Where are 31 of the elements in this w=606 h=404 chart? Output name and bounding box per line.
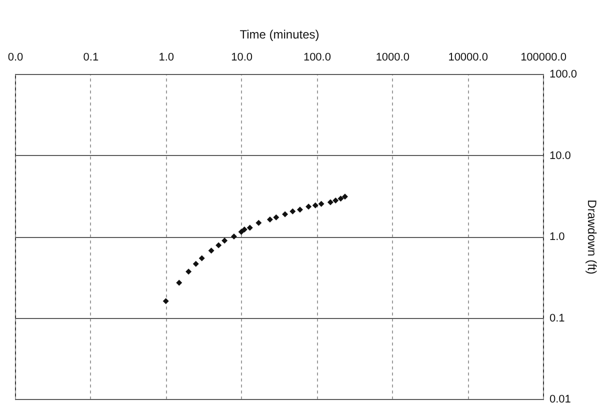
point: [208, 248, 214, 254]
point: [312, 202, 318, 208]
point: [273, 214, 280, 220]
point: [327, 199, 334, 206]
point: [216, 242, 222, 248]
point: [296, 206, 303, 213]
y-tick-label: 10.0: [550, 150, 571, 162]
point: [318, 200, 324, 207]
point: [230, 234, 237, 240]
point: [192, 260, 199, 267]
point: [222, 238, 228, 244]
x-tick-label: 100000.0: [520, 52, 566, 64]
x-tick-label: 1000.0: [376, 52, 410, 64]
point: [266, 216, 273, 222]
point: [290, 208, 296, 214]
x-tick-label: 100.0: [303, 52, 331, 64]
x-axis-title: Time (minutes): [240, 28, 320, 42]
y-tick-label: 100.0: [550, 68, 578, 80]
point: [186, 268, 192, 275]
x-tick-label: 10.0: [231, 52, 252, 64]
x-tick-label: 1.0: [158, 52, 174, 64]
y-tick-label: 1.0: [550, 231, 565, 243]
point: [238, 228, 244, 235]
y-axis-title: Drawdown (ft): [585, 200, 600, 274]
x-tick-label: 0.0: [8, 52, 24, 64]
point: [332, 198, 339, 204]
x-tick-label: 10000.0: [448, 52, 488, 64]
y-tick-label: 0.01: [550, 394, 571, 404]
x-tick-label: 0.1: [83, 52, 99, 64]
y-tick-label: 0.1: [550, 312, 565, 324]
point: [282, 211, 288, 218]
